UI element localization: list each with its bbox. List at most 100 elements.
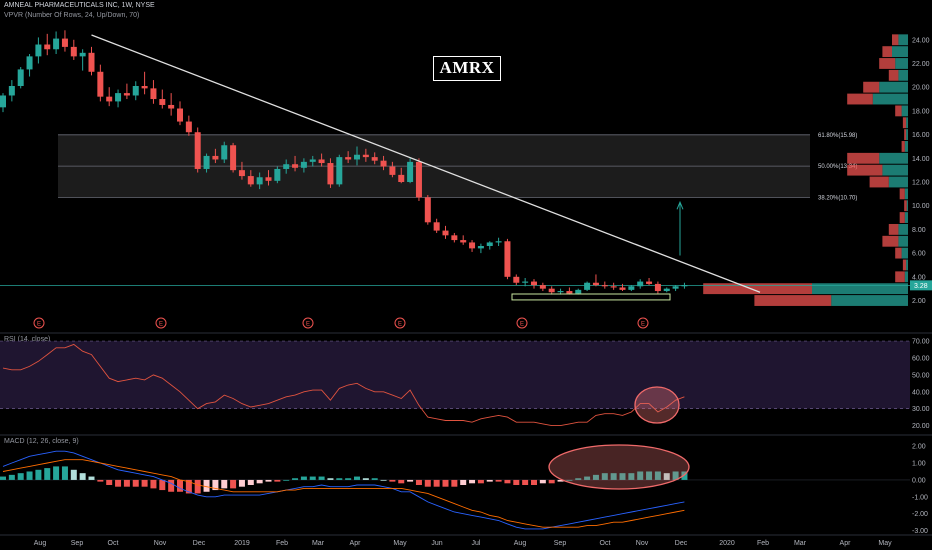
- candle: [407, 161, 414, 182]
- macd-histogram-bar: [663, 473, 670, 480]
- time-axis-label: Apr: [350, 540, 362, 547]
- candle: [44, 44, 51, 50]
- candle: [194, 132, 201, 169]
- macd-histogram-bar: [619, 473, 626, 480]
- rsi-label: RSI (14, close): [4, 336, 51, 343]
- candle: [362, 154, 369, 158]
- time-axis-label: Sep: [71, 540, 84, 547]
- macd-histogram-bar: [247, 479, 254, 485]
- candle: [592, 282, 599, 286]
- candle: [283, 164, 290, 169]
- candle: [345, 157, 352, 160]
- volume-profile-down: [888, 223, 899, 235]
- macd-histogram-bar: [141, 479, 148, 487]
- support-box: [511, 293, 671, 301]
- volume-profile-up: [831, 295, 908, 306]
- candle: [354, 154, 360, 160]
- macd-histogram-bar: [274, 479, 281, 482]
- macd-histogram-bar: [53, 466, 60, 480]
- time-axis-label: Dec: [193, 540, 206, 547]
- candle: [575, 289, 582, 294]
- candle: [557, 291, 564, 293]
- macd-histogram-bar: [230, 479, 237, 489]
- macd-histogram-bar: [513, 479, 520, 485]
- volume-profile-up: [901, 247, 908, 259]
- volume-profile-up: [879, 81, 908, 93]
- candle: [106, 96, 113, 102]
- volume-profile-up: [898, 34, 908, 46]
- volume-profile-down: [703, 283, 812, 295]
- macd-histogram-bar: [654, 471, 661, 480]
- macd-histogram-bar: [79, 473, 86, 480]
- macd-axis-tick: -3.00: [912, 528, 928, 535]
- candle: [522, 281, 529, 283]
- time-axis-label: Jun: [431, 540, 442, 547]
- volume-profile-up: [904, 212, 908, 223]
- volume-profile-down: [863, 81, 880, 93]
- candle: [132, 86, 139, 96]
- volume-profile-down: [882, 46, 892, 58]
- rsi-line: [2, 343, 685, 427]
- rsi-highlight-ellipse: [634, 386, 680, 424]
- macd-histogram-bar: [610, 473, 617, 480]
- volume-profile-up: [904, 188, 908, 200]
- candle: [26, 56, 33, 70]
- macd-histogram-bar: [115, 479, 122, 487]
- macd-histogram-bar: [345, 478, 352, 480]
- volume-profile-down: [847, 164, 883, 176]
- macd-line: [2, 450, 685, 530]
- volume-profile-down: [754, 295, 832, 306]
- volume-profile-down: [904, 129, 907, 141]
- candle: [17, 69, 24, 86]
- price-axis-tick: 18.00: [912, 108, 930, 115]
- volume-profile-down: [899, 212, 905, 223]
- candle: [415, 161, 422, 198]
- candle: [97, 71, 104, 97]
- macd-histogram-bar: [575, 478, 582, 480]
- macd-axis-tick: -2.00: [912, 511, 928, 518]
- candle: [495, 241, 502, 243]
- volume-profile-down: [869, 176, 889, 188]
- volume-profile-down: [901, 141, 905, 152]
- candle: [318, 159, 325, 164]
- macd-histogram-bar: [415, 479, 422, 485]
- candle: [265, 177, 272, 181]
- candle: [654, 283, 661, 292]
- macd-histogram-bar: [123, 479, 130, 487]
- volume-profile-down: [895, 105, 902, 117]
- macd-histogram-bar: [354, 476, 360, 480]
- time-axis-label: Oct: [108, 540, 119, 547]
- earnings-marker: [33, 317, 45, 329]
- candle: [141, 86, 148, 89]
- price-axis-tick: 20.00: [912, 85, 930, 92]
- candle: [513, 276, 520, 283]
- volume-profile-down: [888, 69, 899, 81]
- candle: [274, 168, 281, 181]
- up-arrow-head: [676, 200, 684, 210]
- macd-histogram-bar: [159, 479, 166, 491]
- rsi-axis-tick: 20.00: [912, 423, 930, 430]
- candle: [451, 235, 458, 241]
- candle: [177, 108, 183, 122]
- price-axis-tick: 8.00: [912, 227, 926, 234]
- volume-profile-down: [882, 235, 899, 247]
- time-axis-label: 2019: [234, 540, 250, 547]
- macd-histogram-bar: [584, 476, 591, 480]
- candle: [159, 99, 166, 105]
- macd-signal-line: [2, 459, 685, 528]
- candle: [460, 240, 467, 243]
- candle: [531, 281, 537, 286]
- macd-histogram-bar: [442, 479, 449, 487]
- time-axis-label: Sep: [554, 540, 567, 547]
- volume-profile-up: [906, 129, 908, 141]
- candle: [327, 163, 334, 185]
- macd-histogram-bar: [557, 479, 564, 482]
- volume-profile-down: [902, 117, 907, 129]
- earnings-marker: [394, 317, 406, 329]
- volume-profile-up: [872, 93, 908, 105]
- candle: [548, 288, 555, 293]
- candle: [35, 44, 42, 57]
- candle: [292, 164, 299, 168]
- candle: [486, 242, 493, 246]
